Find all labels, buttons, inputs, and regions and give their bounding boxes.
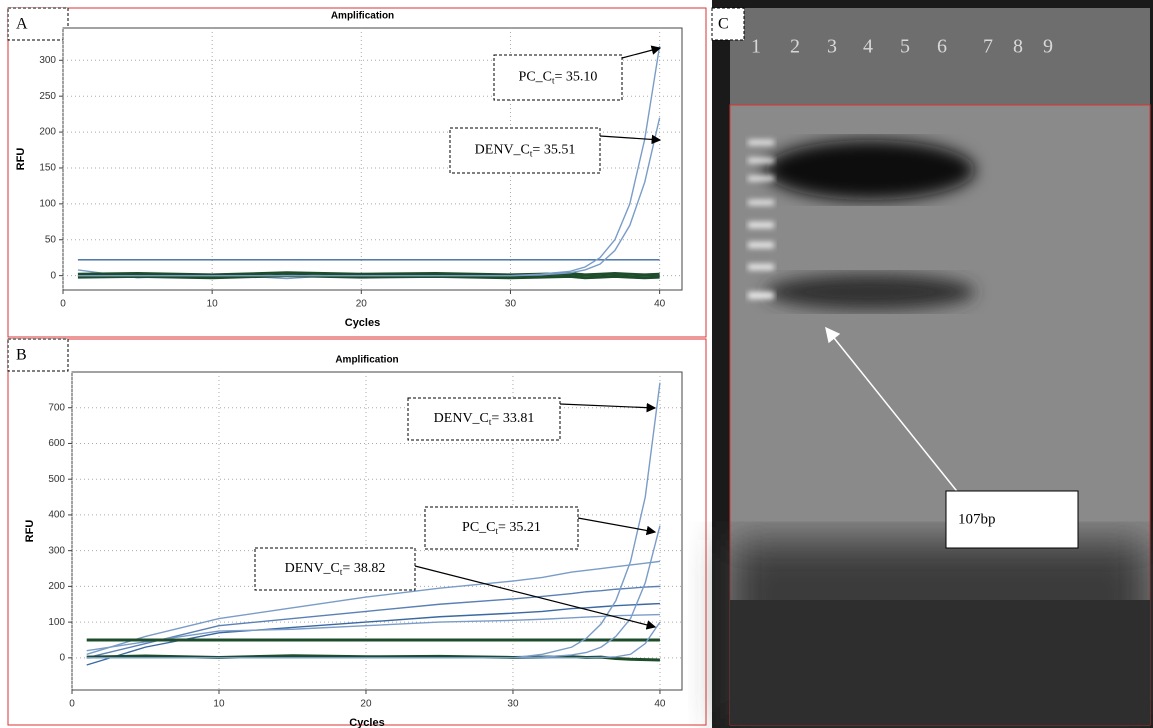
y-tick-label: 0 [59, 652, 65, 663]
y-tick-label: 250 [39, 91, 56, 102]
x-tick-label: 40 [654, 299, 666, 310]
panel-label: C [718, 16, 729, 33]
series-line [77, 117, 661, 277]
y-axis-label: RFU [24, 520, 36, 543]
annotation-box [254, 547, 416, 591]
series-line [77, 274, 660, 280]
x-tick-label: 30 [507, 699, 519, 710]
annotation-text: DENV_Ct= 38.82 [285, 561, 386, 577]
lane-label: 9 [1043, 36, 1053, 58]
annotation-rest: = 35.21 [498, 520, 541, 535]
panel-label-box [7, 338, 69, 372]
annotation-box [407, 397, 561, 441]
lane-label: 3 [827, 36, 837, 58]
annotation-text: DENV_Ct= 33.81 [434, 411, 535, 427]
annotation-subscript: t [489, 417, 492, 427]
y-tick-label: 700 [48, 402, 65, 413]
annotation-rest: = 38.82 [342, 561, 385, 576]
series-line [86, 621, 661, 659]
annotation-subscript: t [530, 149, 533, 159]
annotation-subscript: t [340, 567, 343, 577]
lane-label: 7 [983, 36, 993, 58]
y-tick-label: 600 [48, 438, 65, 449]
annotation-box [424, 506, 579, 550]
annotation-box [449, 127, 601, 174]
band-label: 107bp [958, 511, 996, 527]
lane-label: 8 [1013, 36, 1023, 58]
chart-title: Amplification [335, 355, 398, 366]
y-tick-label: 0 [50, 270, 56, 281]
annotation-rest: = 35.51 [532, 143, 575, 158]
lane-label: 6 [937, 36, 947, 58]
x-tick-label: 0 [69, 699, 75, 710]
annotation-main: DENV_C [434, 411, 489, 426]
y-tick-label: 300 [39, 55, 56, 66]
x-tick-label: 10 [207, 299, 219, 310]
panel-label: A [16, 16, 28, 33]
x-axis-label: Cycles [349, 717, 384, 728]
annotation-text: DENV_Ct= 35.51 [475, 143, 576, 159]
annotation-arrow [577, 517, 657, 536]
annotation-rest: = 33.81 [491, 411, 534, 426]
series-line [86, 613, 660, 652]
x-tick-label: 0 [60, 299, 66, 310]
annotation-arrow [599, 134, 662, 145]
annotation-arrow [621, 45, 662, 59]
annotation-main: PC_C [462, 520, 495, 535]
series-line [77, 271, 660, 277]
y-tick-label: 100 [39, 199, 56, 210]
y-tick-label: 300 [48, 545, 65, 556]
lane-label: 1 [751, 36, 761, 58]
x-tick-label: 20 [360, 699, 372, 710]
x-tick-label: 20 [356, 299, 368, 310]
annotation-subscript: t [496, 526, 499, 536]
y-tick-label: 200 [39, 127, 56, 138]
annotation-text: PC_Ct= 35.21 [462, 520, 541, 536]
annotation-subscript: t [552, 76, 555, 86]
panel-label: B [16, 347, 27, 364]
y-tick-label: 400 [48, 510, 65, 521]
annotation-rest: = 35.10 [555, 70, 598, 85]
y-tick-label: 150 [39, 163, 56, 174]
annotation-text: PC_Ct= 35.10 [519, 70, 598, 86]
y-axis-label: RFU [15, 148, 27, 171]
annotation-main: PC_C [519, 70, 552, 85]
chart-title: Amplification [331, 11, 394, 22]
x-tick-label: 10 [213, 699, 225, 710]
annotation-arrow [559, 402, 657, 413]
lane-label: 4 [863, 36, 873, 58]
annotation-main: DENV_C [285, 561, 340, 576]
annotation-box [493, 54, 623, 101]
plot-area [71, 371, 683, 691]
y-tick-label: 200 [48, 581, 65, 592]
gel-image [711, 0, 1153, 728]
series-line [86, 560, 661, 655]
lane-label: 2 [790, 36, 800, 58]
y-tick-label: 100 [48, 617, 65, 628]
panel-label-box [7, 7, 69, 41]
x-tick-label: 40 [654, 699, 666, 710]
x-tick-label: 30 [505, 299, 517, 310]
y-tick-label: 50 [45, 234, 57, 245]
lane-label: 5 [900, 36, 910, 58]
series-line [86, 585, 660, 659]
x-axis-label: Cycles [345, 317, 380, 329]
y-tick-label: 500 [48, 474, 65, 485]
annotation-main: DENV_C [475, 143, 530, 158]
annotation-arrow [414, 565, 657, 630]
